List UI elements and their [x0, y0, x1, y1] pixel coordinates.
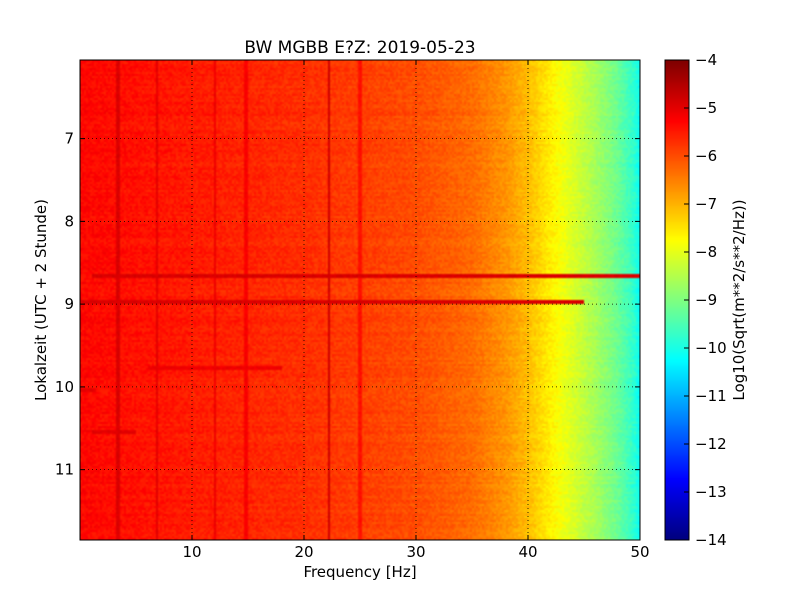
plot-area: 10 20 30 40 50 7 8 9 10 11: [55, 59, 650, 561]
x-tick-label: 40: [518, 543, 537, 561]
y-axis-ticks: 7 8 9 10 11: [55, 130, 640, 479]
colorbar-tick-label: −9: [695, 291, 717, 309]
plot-frame: [79, 59, 641, 541]
y-tick-label: 10: [55, 378, 74, 396]
spectrogram-heatmap: [80, 60, 640, 540]
x-tick-label: 10: [182, 543, 201, 561]
x-tick-label: 30: [406, 543, 425, 561]
y-tick-label: 11: [55, 461, 74, 479]
x-axis-label: Frequency [Hz]: [303, 563, 416, 581]
chart-title: BW MGBB E?Z: 2019-05-23: [244, 38, 475, 58]
x-axis-ticks: 10 20 30 40 50: [182, 60, 650, 561]
grid-lines: [80, 60, 640, 540]
colorbar-tick-label: −13: [695, 483, 727, 501]
colorbar-tick-label: −12: [695, 435, 727, 453]
y-tick-label: 8: [64, 212, 74, 230]
colorbar-tick-label: −10: [695, 339, 727, 357]
colorbar-tick-label: −7: [695, 195, 717, 213]
colorbar-tick-label: −11: [695, 387, 727, 405]
colorbar-ticks: −4 −5 −6 −7 −8 −9 −10 −11 −12 −13 −14: [684, 51, 727, 549]
colorbar-tick-label: −6: [695, 147, 717, 165]
colorbar-tick-label: −4: [695, 51, 717, 69]
colorbar-tick-label: −8: [695, 243, 717, 261]
colorbar-label: Log10(Sqrt(m**2/s**2/Hz)): [730, 199, 748, 400]
colorbar-tick-label: −14: [695, 531, 727, 549]
colorbar: −4 −5 −6 −7 −8 −9 −10 −11 −12 −13 −14: [664, 51, 727, 549]
y-tick-label: 7: [64, 130, 74, 148]
y-axis-label: Lokalzeit (UTC + 2 Stunde): [32, 199, 50, 401]
colorbar-tick-label: −5: [695, 99, 717, 117]
y-tick-label: 9: [64, 295, 74, 313]
x-tick-label: 50: [630, 543, 649, 561]
x-tick-label: 20: [294, 543, 313, 561]
